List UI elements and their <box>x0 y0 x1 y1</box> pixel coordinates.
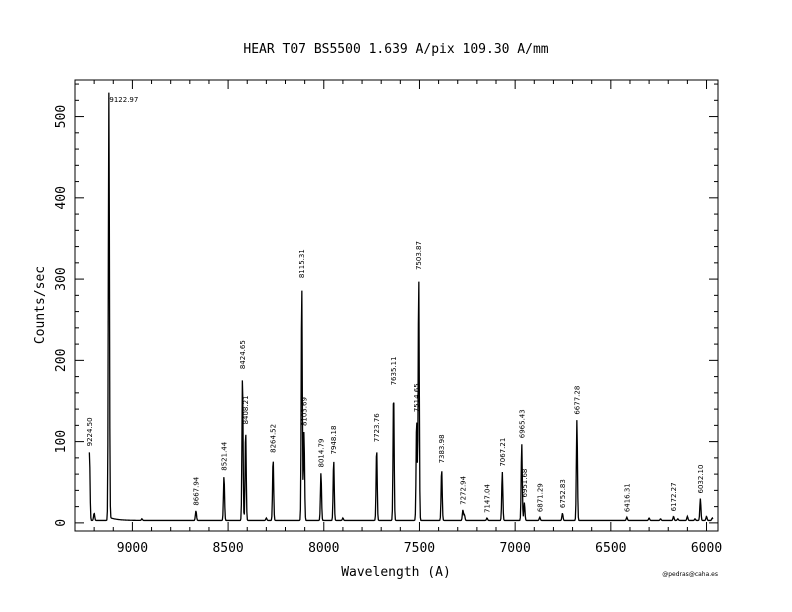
x-tick-label: 9000 <box>117 541 148 556</box>
x-tick-label: 7000 <box>499 541 530 556</box>
y-tick-label: 200 <box>54 349 69 372</box>
peak-label: 6677.28 <box>573 386 581 415</box>
peak-label: 7635.11 <box>390 356 398 385</box>
peak-label: 8264.52 <box>270 424 278 453</box>
peak-label: 8521.44 <box>220 441 228 470</box>
peak-label: 8014.79 <box>317 439 325 468</box>
spectrum-line <box>88 92 714 522</box>
peak-labels: 9224.50 9122.97 8667.94 8521.44 8424.65 8408.… <box>86 96 705 513</box>
peak-label: 7723.76 <box>373 413 381 442</box>
peak-label: 6871.29 <box>536 483 544 512</box>
peak-label: 7514.65 <box>413 383 421 412</box>
peak-label: 6172.27 <box>670 482 678 511</box>
x-axis-label: Wavelength (A) <box>341 565 451 580</box>
peak-label: 7383.98 <box>438 434 446 463</box>
y-tick-label: 100 <box>54 430 69 453</box>
peak-label: 9122.97 <box>109 96 138 104</box>
peak-label: 8667.94 <box>192 476 200 505</box>
peak-label: 8103.69 <box>300 397 308 426</box>
peak-label: 6752.83 <box>559 479 567 508</box>
peak-label: 7503.87 <box>415 241 423 270</box>
peak-label: 9224.50 <box>86 417 94 446</box>
x-tick-label: 6500 <box>595 541 626 556</box>
x-tick-label: 8000 <box>308 541 339 556</box>
peak-label: 7948.18 <box>330 426 338 455</box>
x-tick-label: 7500 <box>404 541 435 556</box>
x-tick-label: 6000 <box>691 541 722 556</box>
y-tick-label: 400 <box>54 186 69 209</box>
plot-frame <box>74 79 719 532</box>
x-axis: 9000 8500 8000 7500 7000 6500 6000 <box>74 80 722 556</box>
peak-label: 6032.10 <box>697 465 705 494</box>
credit-text: @pedras@caha.es <box>662 571 718 578</box>
peak-label: 8115.31 <box>298 249 306 278</box>
x-tick-label: 8500 <box>212 541 243 556</box>
y-axis-label: Counts/sec <box>33 266 48 344</box>
y-tick-label: 300 <box>54 267 69 290</box>
peak-label: 7272.94 <box>459 475 467 504</box>
peak-label: 6416.31 <box>623 483 631 512</box>
chart-title: HEAR T07 BS5500 1.639 A/pix 109.30 A/mm <box>243 42 548 57</box>
y-tick-label: 0 <box>54 519 69 527</box>
y-tick-label: 500 <box>54 105 69 128</box>
peak-label: 6965.43 <box>518 409 526 438</box>
y-axis: 0 100 200 300 400 500 <box>54 83 718 527</box>
peak-label: 7147.04 <box>484 484 492 513</box>
peak-label: 8424.65 <box>239 340 247 369</box>
peak-label: 7067.21 <box>499 438 507 467</box>
peak-label: 6951.68 <box>521 469 529 498</box>
peak-label: 8408.21 <box>242 395 250 424</box>
